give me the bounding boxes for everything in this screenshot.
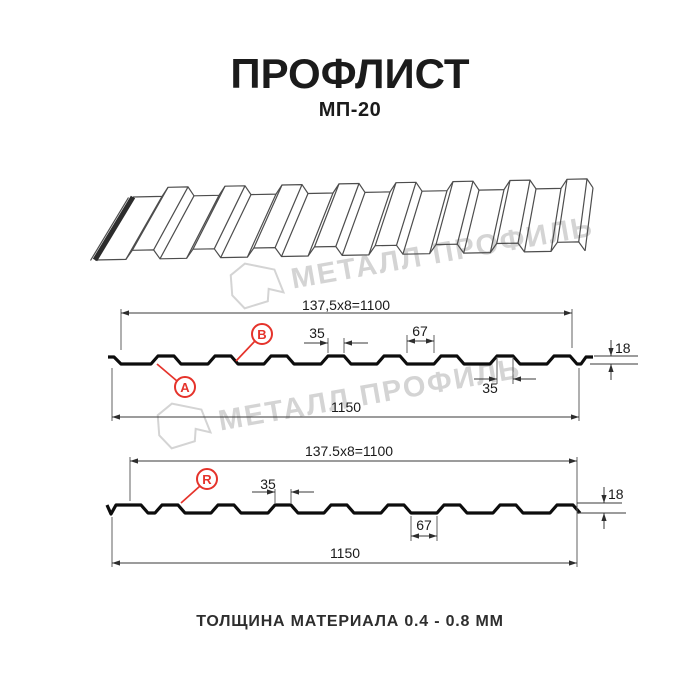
extension-lines (111, 309, 580, 421)
watermark-brand-text: МЕТАЛЛ ПРОФИЛЬ (289, 211, 596, 296)
label-letter: R (202, 472, 212, 487)
dim-total-width: 1150 (331, 399, 361, 415)
sheet-cut-edge (92, 195, 136, 262)
page-subtitle: МП-20 (318, 99, 382, 121)
profile-top-outline (108, 354, 593, 366)
material-thickness-note: ТОЛЩИНА МАТЕРИАЛА 0.4 - 0.8 ММ (196, 613, 504, 630)
label-letter: B (257, 327, 266, 342)
sheet-top-edge (132, 178, 594, 198)
label-letter: A (180, 380, 190, 395)
metal-profil-logo-icon (229, 262, 286, 310)
leader-line (235, 340, 256, 362)
profile-section-bottom: 137.5x8=1100 35 67 18 1150 R (105, 443, 626, 567)
dim-valley-width: 67 (412, 323, 428, 339)
label-circle (196, 468, 218, 490)
dim-valley-width: 67 (416, 517, 432, 533)
leader-line (180, 485, 201, 504)
dim-pitch-formula: 137.5x8=1100 (305, 443, 393, 459)
dim-profile-height: 18 (608, 486, 624, 502)
dim-rib-bottom-width: 35 (482, 380, 498, 396)
sheet-rib-lines (125, 178, 594, 260)
dim-rib-top-width: 35 (260, 476, 276, 492)
side-label-a: A (156, 363, 196, 398)
dim-total-width: 1150 (330, 545, 360, 561)
profile-section-top: 137,5x8=1100 35 67 18 35 1150 A B (108, 297, 638, 421)
page-title: ПРОФЛИСТ (230, 50, 470, 97)
side-label-b: B (235, 323, 273, 362)
label-circle (251, 323, 273, 345)
leader-line (156, 363, 178, 382)
label-circle (174, 376, 196, 398)
profile-bottom-outline (105, 503, 582, 516)
dim-rib-top-width: 35 (309, 325, 325, 341)
dim-pitch-formula: 137,5x8=1100 (302, 297, 390, 313)
side-label-r: R (180, 468, 218, 504)
sheet-left-underside (89, 197, 130, 261)
metal-profil-logo-icon (156, 402, 213, 450)
extension-lines (111, 457, 578, 567)
dim-profile-height: 18 (615, 340, 631, 356)
watermark-lower: МЕТАЛЛ ПРОФИЛЬ (156, 353, 524, 450)
sheet-3d-view (89, 178, 594, 262)
